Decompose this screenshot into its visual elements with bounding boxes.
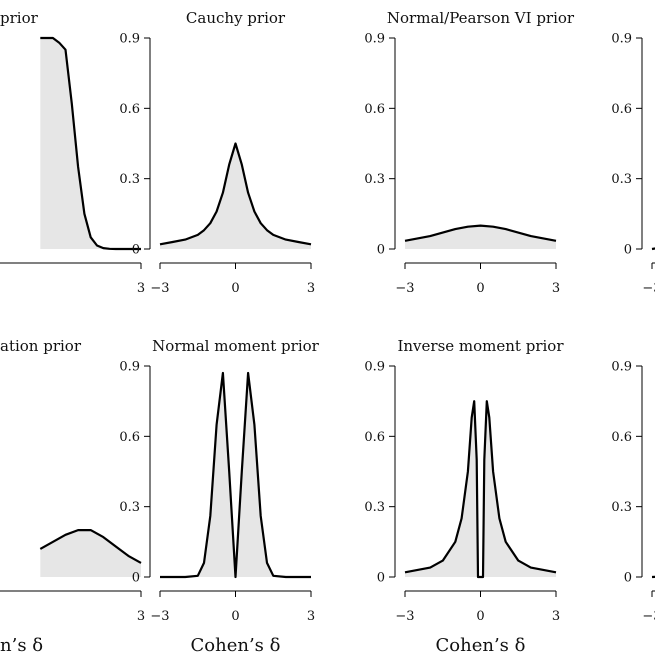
- x-tick-label: 3: [552, 609, 560, 624]
- y-tick-label: 0: [132, 571, 140, 586]
- panel-3: 0 0.3 0.6 0.9 −3: [611, 32, 655, 296]
- panel-4: 3 ation prior n’s δ: [0, 337, 145, 655]
- density-fill: [160, 373, 311, 577]
- x-tick-label: −3: [395, 609, 414, 624]
- x-tick-label: 0: [476, 609, 484, 624]
- panel-5: 0 0.3 0.6 0.9 −3 0 3 Normal moment prior Cohen’s…: [119, 337, 319, 655]
- panel-title: Normal moment prior: [152, 337, 319, 355]
- y-tick-label: 0.3: [611, 172, 632, 187]
- density-curve: [40, 36, 141, 251]
- y-tick-label: 0.9: [119, 360, 140, 375]
- y-tick-label: 0.3: [364, 172, 385, 187]
- panel-0: 3 prior: [0, 9, 145, 296]
- x-tick-label: −3: [150, 609, 169, 624]
- x-tick-label: 3: [137, 281, 145, 296]
- x-tick-label: −3: [642, 281, 655, 296]
- density-fill: [405, 401, 556, 577]
- panel-title: prior: [0, 9, 39, 27]
- density-fill: [40, 530, 141, 577]
- density-curve: [160, 371, 311, 579]
- y-tick-label: 0: [624, 243, 632, 258]
- density-fill: [40, 38, 141, 249]
- x-axis-label: Cohen’s δ: [191, 635, 281, 655]
- panel-2: 0 0.3 0.6 0.9 −3 0 3 Normal/Pearson VI prior: [364, 9, 575, 296]
- density-fill: [160, 143, 311, 249]
- x-tick-label: 3: [552, 281, 560, 296]
- y-tick-label: 0: [377, 571, 385, 586]
- panel-title: Inverse moment prior: [397, 337, 564, 355]
- y-tick-label: 0.6: [364, 102, 385, 117]
- y-tick-label: 0: [132, 243, 140, 258]
- panel-title: Normal/Pearson VI prior: [387, 9, 575, 27]
- x-tick-label: −3: [642, 609, 655, 624]
- x-tick-label: 3: [307, 609, 315, 624]
- y-tick-label: 0.6: [611, 430, 632, 445]
- density-curve: [404, 400, 557, 579]
- y-tick-label: 0.3: [364, 500, 385, 515]
- x-tick-label: 0: [231, 281, 239, 296]
- y-tick-label: 0.3: [119, 172, 140, 187]
- x-tick-label: −3: [395, 281, 414, 296]
- panel-7: 0 0.3 0.6 0.9 −3: [611, 360, 655, 624]
- x-tick-label: 3: [307, 281, 315, 296]
- density-curve: [404, 224, 557, 242]
- y-tick-label: 0.9: [611, 360, 632, 375]
- y-tick-label: 0.3: [611, 500, 632, 515]
- density-curve: [159, 142, 312, 246]
- x-axis-label: Cohen’s δ: [436, 635, 526, 655]
- y-tick-label: 0.6: [119, 430, 140, 445]
- y-tick-label: 0.6: [119, 102, 140, 117]
- y-tick-label: 0: [377, 243, 385, 258]
- panel-title: ation prior: [0, 337, 82, 355]
- density-curve: [39, 529, 142, 564]
- y-tick-label: 0.3: [119, 500, 140, 515]
- x-tick-label: 3: [137, 609, 145, 624]
- panel-6: 0 0.3 0.6 0.9 −3 0 3 Inverse moment prior Cohen’…: [364, 337, 564, 655]
- y-tick-label: 0.9: [364, 32, 385, 47]
- y-tick-label: 0.9: [119, 32, 140, 47]
- y-tick-label: 0: [624, 571, 632, 586]
- y-tick-label: 0.6: [611, 102, 632, 117]
- density-fill: [405, 225, 556, 249]
- x-tick-label: 0: [231, 609, 239, 624]
- x-tick-label: 0: [476, 281, 484, 296]
- y-tick-label: 0.6: [364, 430, 385, 445]
- panel-title: Cauchy prior: [186, 9, 286, 27]
- y-tick-label: 0.9: [611, 32, 632, 47]
- x-axis-label: n’s δ: [0, 635, 43, 655]
- x-tick-label: −3: [150, 281, 169, 296]
- y-tick-label: 0.9: [364, 360, 385, 375]
- panel-1: 0 0.3 0.6 0.9 −3 0 3 Cauchy prior: [119, 9, 315, 296]
